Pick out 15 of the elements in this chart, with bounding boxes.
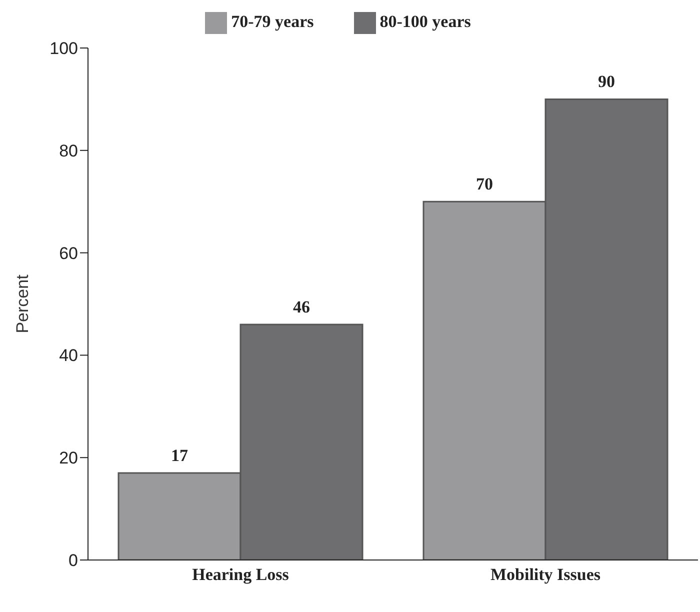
y-tick-label: 40 [59, 346, 78, 366]
y-tick-label: 100 [50, 39, 78, 58]
y-tick-label: 60 [59, 244, 78, 263]
data-label: 17 [171, 446, 188, 465]
y-axis-title: Percent [13, 274, 32, 334]
legend-label: 80-100 years [380, 12, 471, 31]
x-tick-label: Mobility Issues [490, 565, 601, 584]
data-label: 46 [293, 297, 310, 316]
data-label: 70 [476, 174, 493, 194]
y-tick-label: 80 [59, 141, 78, 160]
y-tick-label: 0 [68, 551, 78, 570]
data-label: 90 [598, 72, 615, 92]
x-tick-label: Hearing Loss [192, 565, 290, 584]
legend-label: 70-79 years [231, 12, 314, 31]
y-tick-label: 20 [59, 448, 78, 468]
